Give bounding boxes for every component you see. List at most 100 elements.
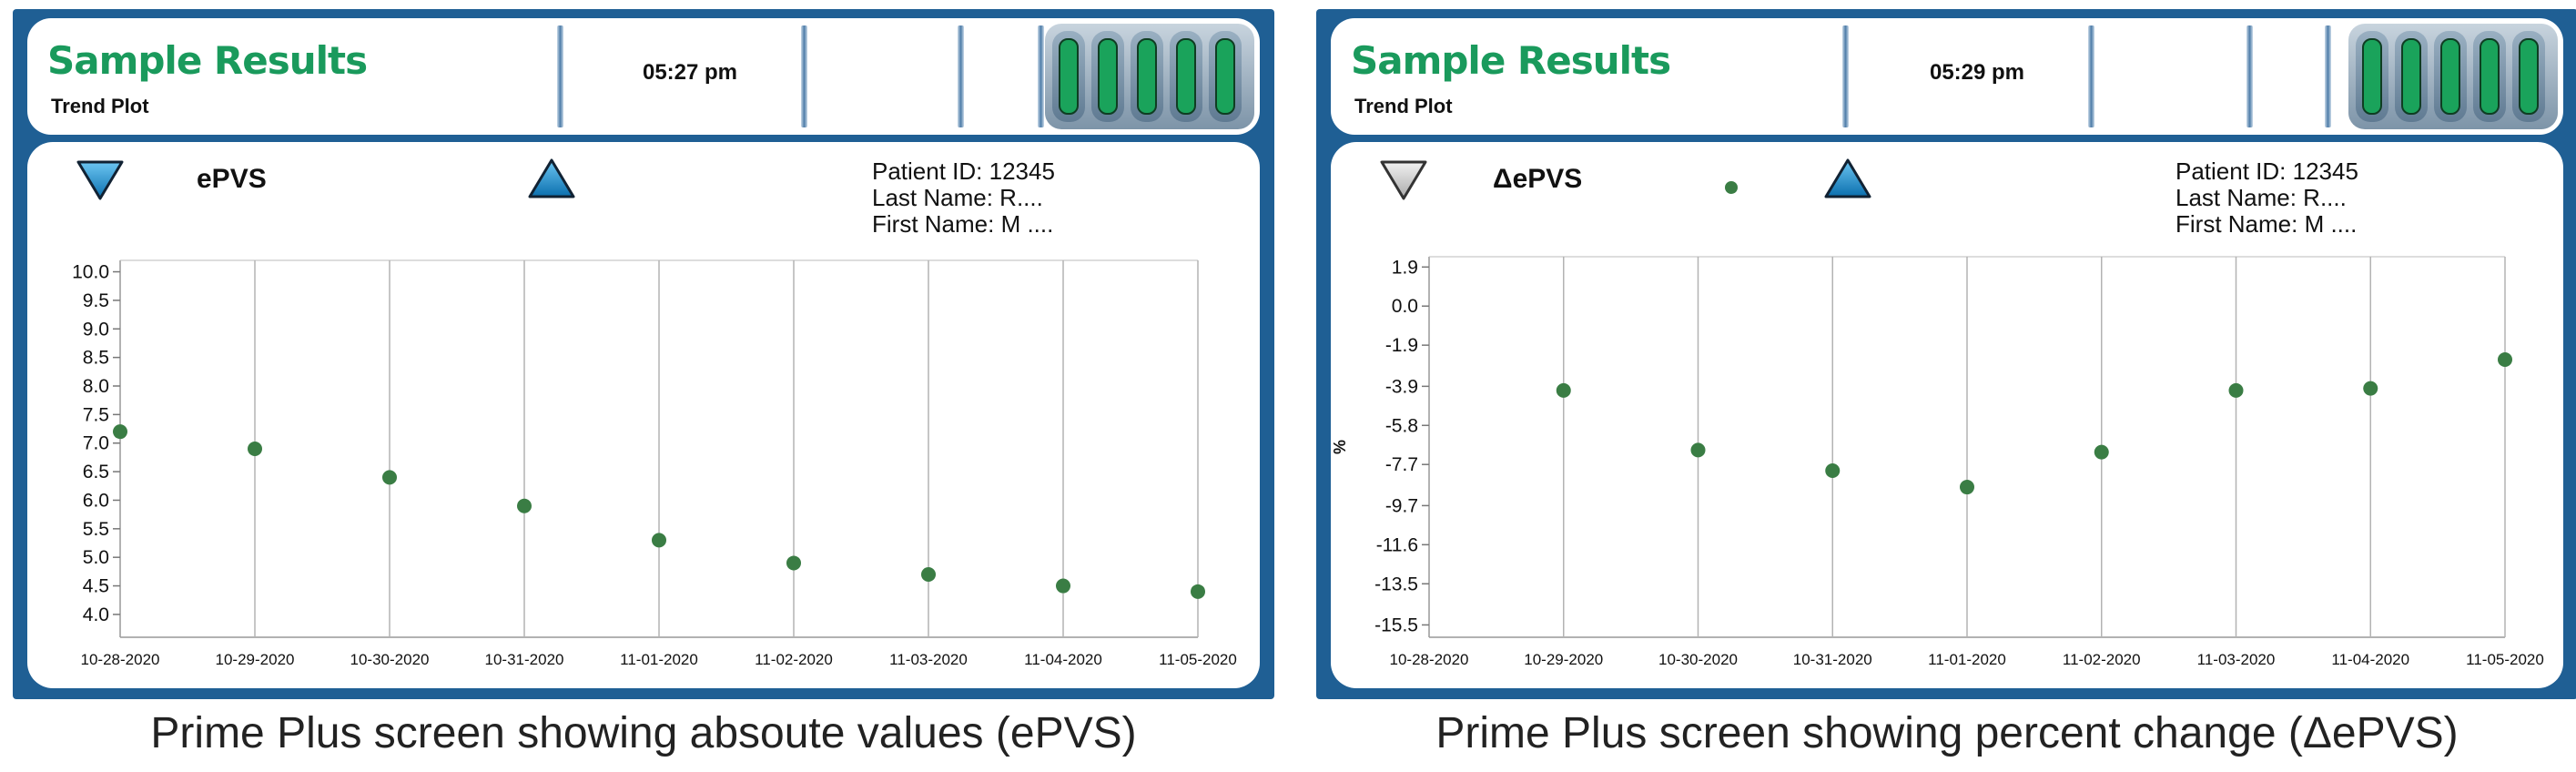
battery-icon: [2348, 24, 2558, 129]
x-tick-label: 11-03-2020: [889, 651, 968, 668]
patient-id: Patient ID: 12345: [2175, 157, 2358, 185]
app-title: Sample Results: [1351, 38, 1671, 83]
data-point: [1825, 462, 1841, 478]
y-tick-label: -5.8: [1385, 415, 1418, 436]
y-tick-label: 6.0: [83, 490, 109, 511]
y-tick-label: 9.0: [83, 319, 109, 340]
y-tick-label: 0.0: [1392, 296, 1418, 317]
header-divider: [1842, 25, 1849, 127]
data-point: [1960, 480, 1974, 495]
x-tick-label: 10-28-2020: [81, 651, 160, 668]
data-point: [2228, 382, 2244, 398]
y-tick-label: 6.5: [83, 462, 109, 482]
patient-last-name: Last Name: R....: [872, 184, 1043, 211]
x-tick-label: 11-04-2020: [1024, 651, 1102, 668]
triangle-up-icon[interactable]: [1822, 157, 1873, 202]
patient-first-name: First Name: M ....: [872, 210, 1054, 238]
x-tick-label: 11-05-2020: [2466, 651, 2544, 668]
data-point: [1191, 584, 1205, 599]
x-tick-label: 10-31-2020: [485, 651, 564, 668]
app-title: Sample Results: [47, 38, 368, 83]
left-screen-frame: Sample Results Trend Plot 05:27 pm ePVS …: [13, 9, 1274, 699]
header-bar: Sample Results Trend Plot 05:29 pm: [1331, 18, 2563, 135]
plot-area: ePVS Patient ID: 12345 Last Name: R.... …: [27, 142, 1260, 688]
clock-display: 05:29 pm: [1929, 60, 2025, 85]
y-tick-label: 8.0: [83, 376, 109, 397]
battery-cell: [1170, 31, 1202, 122]
battery-cell: [1131, 31, 1163, 122]
header-divider: [1038, 25, 1044, 127]
x-tick-label: 10-30-2020: [1658, 651, 1738, 668]
y-tick-label: -9.7: [1385, 495, 1418, 516]
y-tick-label: 4.0: [83, 604, 109, 625]
x-tick-label: 11-05-2020: [1159, 651, 1237, 668]
header-divider: [557, 25, 563, 127]
status-dot: [1725, 181, 1738, 194]
x-tick-label: 11-04-2020: [2331, 651, 2409, 668]
y-tick-label: -15.5: [1374, 615, 1418, 635]
x-tick-label: 11-02-2020: [2063, 651, 2141, 668]
x-tick-label: 10-29-2020: [216, 651, 295, 668]
header-divider: [801, 25, 807, 127]
x-tick-label: 11-02-2020: [755, 651, 833, 668]
y-tick-label: 4.5: [83, 576, 109, 597]
y-tick-label: -7.7: [1385, 454, 1418, 475]
trend-chart-epvs: 10.0 9.5 9.0 8.5 8.0 7.5 7.0 6.5 6.0 5.5 5.0 4.5 4.0…: [72, 259, 1237, 668]
y-tick-label: 9.5: [83, 290, 109, 311]
y-tick-label: 1.9: [1392, 257, 1418, 278]
metric-label: ΔePVS: [1493, 164, 1583, 194]
left-caption: Prime Plus screen showing absoute values…: [150, 709, 1137, 757]
battery-cell: [1209, 31, 1242, 122]
battery-cell: [2512, 31, 2545, 122]
page-subtitle: Trend Plot: [51, 95, 149, 117]
y-axis-label: %: [1331, 440, 1349, 454]
header-bar: Sample Results Trend Plot 05:27 pm: [27, 18, 1260, 135]
right-caption: Prime Plus screen showing percent change…: [1435, 709, 2459, 757]
y-tick-label: 7.5: [83, 404, 109, 425]
data-point: [517, 498, 532, 513]
data-point: [652, 533, 666, 548]
data-point: [921, 567, 936, 582]
triangle-up-icon[interactable]: [526, 157, 577, 202]
header-divider: [2088, 25, 2094, 127]
y-tick-label: -3.9: [1385, 376, 1418, 397]
triangle-down-icon[interactable]: [75, 157, 126, 202]
x-tick-label: 10-31-2020: [1793, 651, 1872, 668]
data-point: [382, 470, 397, 485]
patient-first-name: First Name: M ....: [2175, 210, 2358, 238]
x-tick-label: 11-03-2020: [2197, 651, 2276, 668]
y-tick-label: -13.5: [1374, 574, 1418, 594]
page-subtitle: Trend Plot: [1354, 95, 1453, 117]
data-point: [248, 442, 262, 456]
data-point: [113, 424, 127, 440]
y-tick-label: 10.0: [72, 262, 109, 283]
y-tick-label: 5.0: [83, 547, 109, 568]
patient-info: Patient ID: 12345 Last Name: R.... First…: [872, 158, 1055, 238]
data-point: [1690, 442, 1706, 458]
patient-info: Patient ID: 12345 Last Name: R.... First…: [2175, 158, 2358, 238]
header-divider: [958, 25, 964, 127]
metric-label: ePVS: [197, 164, 267, 194]
x-tick-label: 10-28-2020: [1390, 651, 1469, 668]
y-tick-label: 5.5: [83, 519, 109, 540]
data-point: [2498, 351, 2512, 367]
y-tick-label: -1.9: [1385, 335, 1418, 356]
y-tick-label: 8.5: [83, 348, 109, 369]
battery-cell: [1091, 31, 1124, 122]
x-tick-label: 10-30-2020: [350, 651, 430, 668]
header-divider: [2246, 25, 2253, 127]
battery-cell: [2473, 31, 2506, 122]
battery-cell: [1052, 31, 1085, 122]
header-divider: [2325, 25, 2331, 127]
patient-id: Patient ID: 12345: [872, 157, 1055, 185]
y-tick-label: -11.6: [1376, 534, 1418, 555]
data-point: [1556, 382, 1571, 398]
battery-icon: [1045, 24, 1254, 129]
triangle-down-icon[interactable]: [1378, 157, 1429, 202]
trend-chart-delta-epvs: 1.9 0.0 -1.9 -3.9 -5.8 -7.7 -9.7 -11.6 -13.5 -15.…: [1331, 256, 2544, 668]
battery-cell: [2395, 31, 2428, 122]
battery-cell: [2434, 31, 2467, 122]
right-screen-frame: Sample Results Trend Plot 05:29 pm ΔePVS: [1316, 9, 2576, 699]
data-point: [1056, 578, 1070, 594]
data-point: [786, 555, 801, 571]
